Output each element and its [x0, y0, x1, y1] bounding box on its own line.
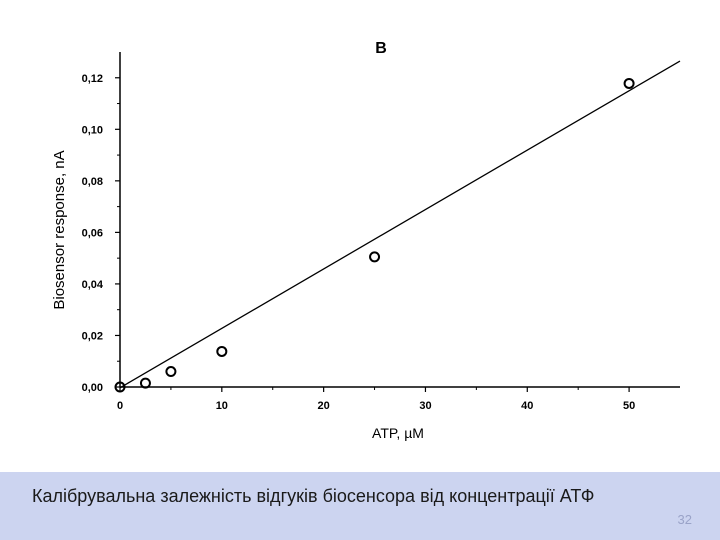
- fit-line: [119, 60, 681, 389]
- data-point: [623, 77, 635, 89]
- x-tick-label: 30: [419, 400, 431, 412]
- x-tick-label: 10: [216, 400, 228, 412]
- y-tick-label: 0,08: [82, 176, 103, 188]
- data-point: [369, 251, 381, 263]
- slide-number: 32: [677, 512, 692, 527]
- x-tick-label: 0: [117, 400, 123, 412]
- chart: B 0 10 20 30 40 50 0,00 0,02 0,04 0,06 0,08 0,10 0,1…: [51, 40, 681, 441]
- x-tick-label: 50: [623, 400, 635, 412]
- y-tick-label: 0,06: [82, 227, 103, 239]
- slide-caption: Калібрувальна залежність відгуків біосен…: [32, 486, 595, 506]
- caption-bar: Калібрувальна залежність відгуків біосен…: [0, 472, 720, 540]
- y-tick-label: 0,00: [82, 382, 103, 394]
- y-axis-label: Biosensor response, nA: [51, 150, 68, 309]
- x-tick-label: 20: [318, 400, 330, 412]
- y-tick-label: 0,02: [82, 330, 103, 342]
- y-tick-label: 0,10: [82, 124, 103, 136]
- y-tick-label: 0,04: [82, 279, 104, 291]
- x-tick-label: 40: [521, 400, 533, 412]
- y-tick-label: 0,12: [82, 73, 103, 85]
- data-point: [139, 377, 151, 389]
- data-point: [216, 345, 228, 357]
- data-point: [165, 366, 177, 378]
- x-axis-label: ATP, µM: [372, 425, 424, 441]
- chart-title: B: [375, 40, 387, 57]
- data-point: [114, 381, 126, 393]
